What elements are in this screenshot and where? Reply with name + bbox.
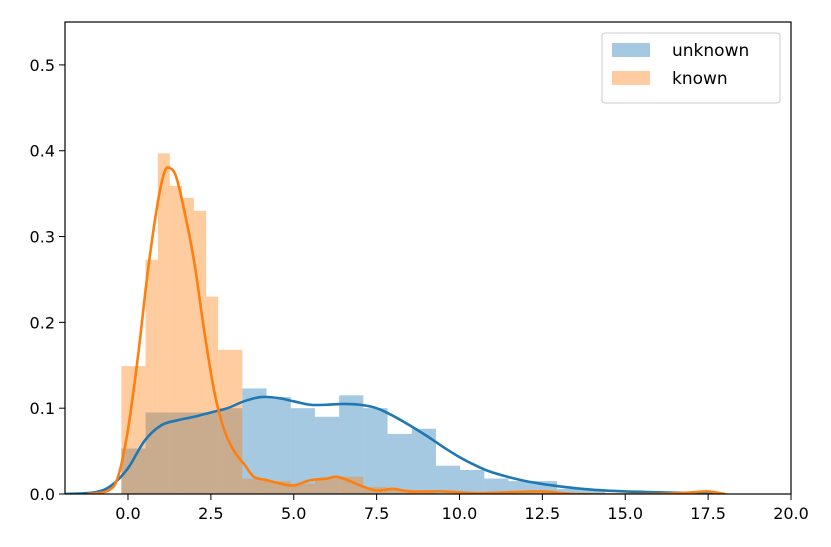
y-tick-label-3: 0.3 (30, 228, 55, 247)
legend: unknown known (601, 32, 781, 104)
x-tick-label-5: 12.5 (525, 504, 561, 523)
plot-frame (64, 21, 792, 495)
x-axis: 0.0 2.5 5.0 7.5 10.0 12.5 15.0 17.5 20.0 (115, 494, 809, 523)
bar-unknown-1 (145, 412, 170, 494)
x-tick-label-1: 2.5 (198, 504, 223, 523)
bar-unknown-14 (460, 469, 485, 494)
x-tick-label-3: 7.5 (364, 504, 389, 523)
bar-unknown-10 (363, 408, 388, 494)
bar-known-5 (193, 210, 207, 494)
y-axis: 0.0 0.1 0.2 0.3 0.4 0.5 (30, 56, 65, 504)
bar-unknown-11 (387, 433, 412, 494)
bar-unknown-6 (266, 397, 291, 494)
bar-unknown-19 (581, 489, 606, 494)
bar-known-4 (182, 197, 194, 494)
y-tick-label-5: 0.5 (30, 56, 55, 75)
bar-unknown-8 (314, 416, 340, 494)
kde-line-unknown (65, 395, 726, 494)
x-tick-label-6: 15.0 (607, 504, 643, 523)
x-tick-label-0: 0.0 (115, 504, 140, 523)
bar-known-11 (314, 478, 340, 494)
bar-unknown-3 (193, 412, 219, 494)
legend-label-known: known (672, 69, 728, 89)
kde-line-known (86, 166, 726, 494)
y-tick-label-0: 0.0 (30, 485, 55, 504)
bar-unknown-13 (435, 465, 461, 494)
x-tick-label-4: 10.0 (442, 504, 478, 523)
bar-known-2 (157, 153, 170, 494)
legend-swatch-known (612, 71, 650, 85)
bar-unknown-18 (556, 488, 582, 494)
bar-known-10 (290, 483, 315, 494)
bar-unknown-15 (484, 478, 509, 494)
y-tick-label-1: 0.1 (30, 399, 55, 418)
bar-known-14 (387, 489, 412, 494)
y-tick-label-4: 0.4 (30, 142, 55, 161)
legend-label-unknown: unknown (672, 41, 749, 61)
kde-layer (65, 166, 726, 494)
x-tick-label-8: 20.0 (773, 504, 809, 523)
x-tick-label-7: 17.5 (690, 504, 726, 523)
x-tick-label-2: 5.0 (281, 504, 306, 523)
bar-known-8 (242, 478, 267, 494)
legend-swatch-unknown (612, 43, 650, 57)
bar-known-12 (339, 476, 364, 494)
bar-known-1 (145, 259, 158, 494)
bars-layer (121, 153, 709, 494)
bar-unknown-2 (169, 412, 194, 494)
bar-known-3 (169, 185, 183, 494)
bar-known-6 (206, 296, 219, 494)
legend-box (601, 32, 781, 104)
y-tick-label-2: 0.2 (30, 313, 55, 332)
